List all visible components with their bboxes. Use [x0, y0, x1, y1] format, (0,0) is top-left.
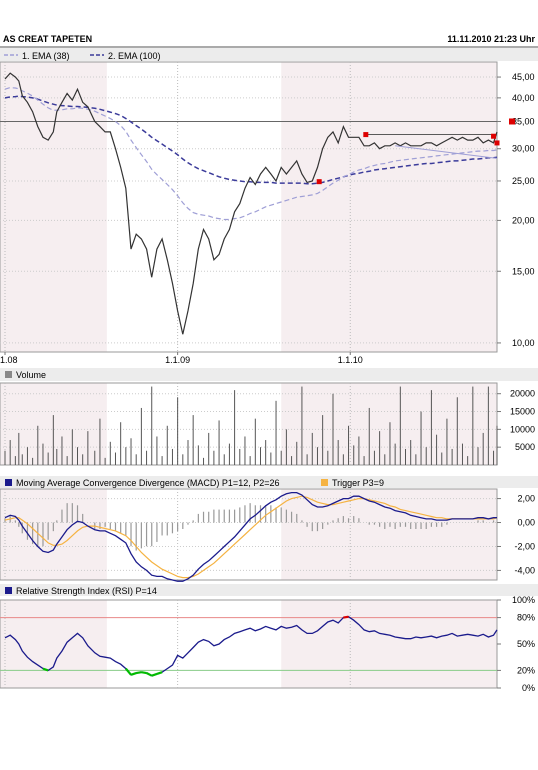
price-y-tick-label: 30,00	[512, 144, 535, 154]
macd-y-tick-label: -2,00	[514, 541, 535, 551]
volume-y-tick-label: 15000	[510, 407, 535, 417]
price-y-tick-label: 25,00	[512, 176, 535, 186]
rsi-oversold-segment	[130, 671, 137, 676]
chart-timestamp: 11.11.2010 21:23 Uhr	[447, 34, 535, 44]
rsi-oversold-segment	[156, 671, 163, 675]
volume-y-tick-label: 10000	[510, 424, 535, 434]
rsi-y-tick-label: 20%	[517, 665, 535, 675]
volume-y-tick-label: 5000	[515, 442, 535, 452]
volume-legend-swatch	[5, 371, 12, 378]
rsi-panel: Relative Strength Index (RSI) P=14 100% 80…	[0, 584, 538, 693]
macd-panel: Moving Average Convergence Divergence (M…	[0, 476, 538, 582]
macd-y-tick-label: -4,00	[514, 565, 535, 575]
volume-legend-bg	[0, 368, 538, 381]
rsi-oversold-segment	[136, 671, 142, 675]
macd-bg-clear	[106, 489, 282, 580]
rsi-oversold-segment	[42, 667, 49, 672]
rsi-oversold-segment	[125, 667, 132, 676]
ema100-legend-label: 2. EMA (100)	[108, 51, 161, 61]
rsi-legend-bg	[0, 584, 538, 596]
rsi-legend-label: Relative Strength Index (RSI) P=14	[16, 586, 157, 596]
price-y-tick-label: 35,00	[512, 116, 535, 126]
macd-legend-swatch	[5, 479, 12, 486]
rsi-legend-swatch	[5, 587, 12, 594]
rsi-oversold-segment	[146, 672, 153, 677]
rsi-y-tick-label: 0%	[522, 683, 535, 693]
trigger-line	[4, 495, 498, 579]
volume-legend-label: Volume	[16, 370, 46, 380]
macd-line	[4, 491, 497, 582]
trigger-legend-swatch	[321, 479, 328, 486]
chart-title: AS CREAT TAPETEN	[3, 34, 92, 44]
price-x-tick-label: 1.1.08	[0, 355, 18, 365]
rsi-overbought-segment	[343, 615, 349, 619]
price-bg-clear	[106, 62, 282, 352]
price-y-tick-label: 15,00	[512, 266, 535, 276]
price-y-tick-label: 40,00	[512, 93, 535, 103]
rsi-y-tick-label: 80%	[517, 613, 535, 623]
signal-marker	[491, 133, 497, 139]
price-y-tick-label: 20,00	[512, 215, 535, 225]
macd-y-tick-label: 0,00	[517, 518, 535, 528]
volume-y-tick-label: 20000	[510, 389, 535, 399]
ema38-legend-label: 1. EMA (38)	[22, 51, 70, 61]
price-reference-marker	[509, 118, 515, 125]
rsi-y-tick-label: 50%	[517, 639, 535, 649]
rsi-oversold-segment	[151, 672, 158, 677]
macd-legend-bg	[0, 476, 538, 488]
price-x-tick-label: 1.1.10	[338, 355, 363, 365]
macd-y-tick-label: 2,00	[517, 494, 535, 504]
volume-bg-clear	[106, 383, 282, 465]
ema100-line	[4, 95, 498, 185]
price-x-tick-label: 1.1.09	[165, 355, 190, 365]
trend-line-lower	[395, 145, 498, 159]
signal-marker	[363, 132, 369, 138]
price-legend-bg	[0, 48, 538, 61]
rsi-oversold-segment	[141, 671, 147, 675]
ema38-line	[4, 86, 498, 221]
trigger-legend-label: Trigger P3=9	[332, 478, 384, 488]
rsi-line	[4, 616, 498, 677]
price-y-tick-label: 45,00	[512, 72, 535, 82]
macd-frame	[0, 488, 498, 581]
volume-panel: Volume 20000 15000 10000 5000	[0, 368, 538, 466]
price-panel: 1. EMA (38) 2. EMA (100) 45,00 40,00 35,00 30…	[0, 48, 538, 365]
signal-marker	[316, 179, 322, 185]
price-frame	[0, 61, 498, 353]
rsi-y-tick-label: 100%	[512, 595, 535, 605]
price-y-tick-label: 10,00	[512, 338, 535, 348]
macd-legend-label: Moving Average Convergence Divergence (M…	[16, 478, 279, 488]
price-line	[4, 72, 498, 335]
volume-frame	[0, 382, 498, 466]
signal-marker	[494, 140, 500, 146]
